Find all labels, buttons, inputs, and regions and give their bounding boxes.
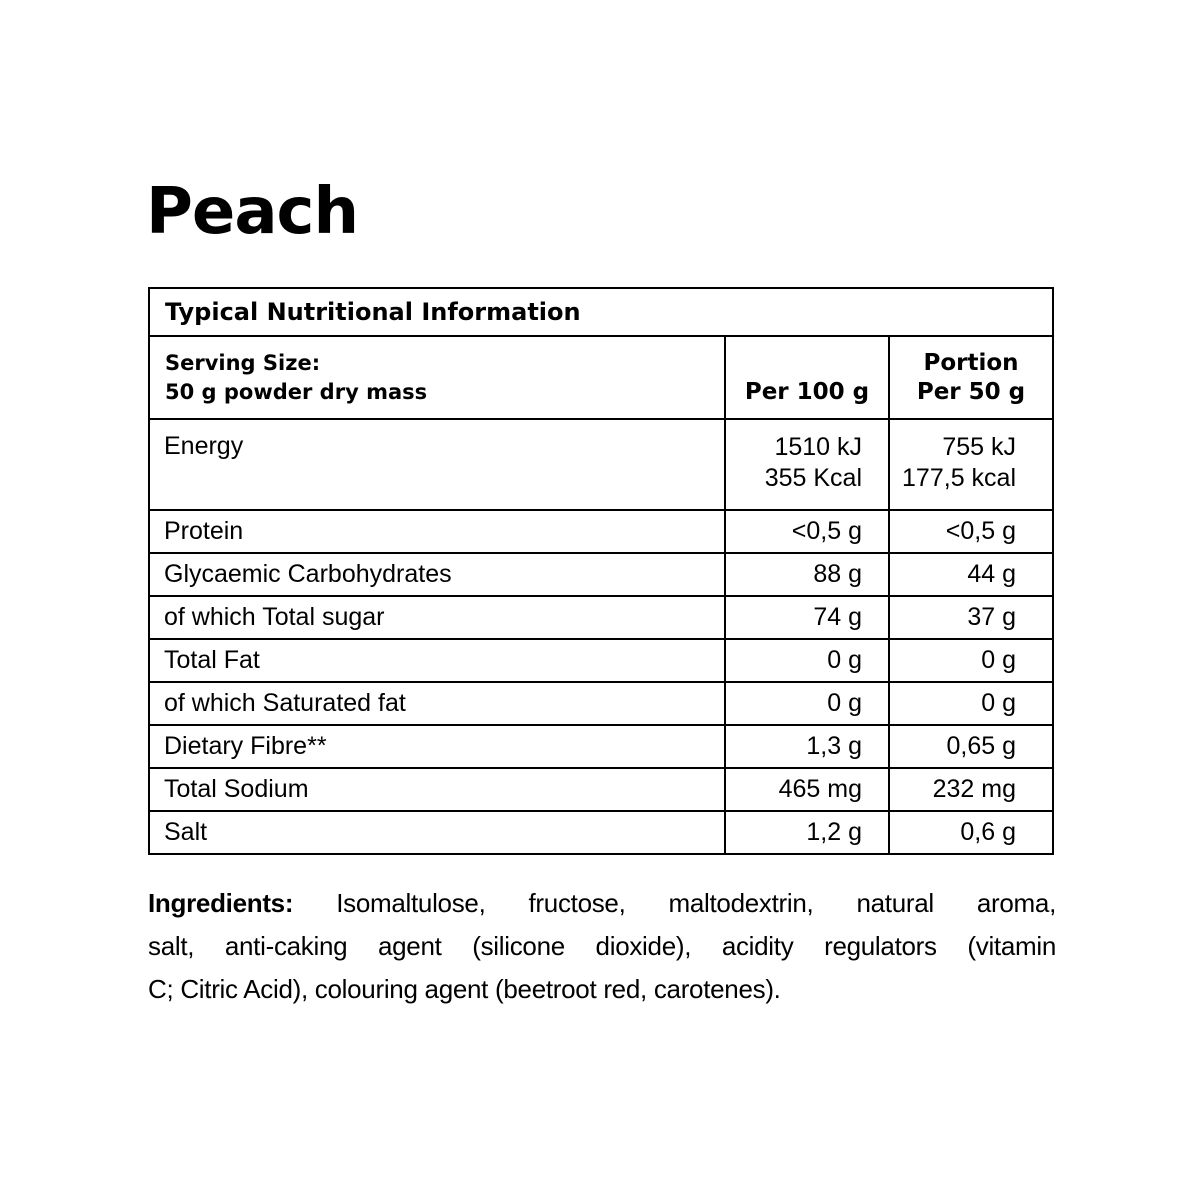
value-per-50g: 37 g xyxy=(888,597,1052,638)
ingredients-line-2: salt, anti-caking agent (silicone dioxid… xyxy=(148,931,1056,961)
nutrition-table: Typical Nutritional Information Serving … xyxy=(148,287,1054,855)
value-per-50g: 0 g xyxy=(888,640,1052,681)
value-per-100g: 0 g xyxy=(724,640,888,681)
row-label: Glycaemic Carbohydrates xyxy=(164,560,452,588)
portion-header-line1: Portion xyxy=(923,350,1019,376)
serving-size-line2: 50 g powder dry mass xyxy=(165,380,428,404)
row-label: Salt xyxy=(164,818,208,846)
table-title: Typical Nutritional Information xyxy=(150,289,1052,337)
portion-header-line2: Per 50 g xyxy=(916,379,1026,405)
value-per-100g: 88 g xyxy=(724,554,888,595)
value-per-100g: 74 g xyxy=(724,597,888,638)
value-per-50g: 44 g xyxy=(888,554,1052,595)
value-per-100g: 1510 kJ 355 Kcal xyxy=(724,420,888,509)
value-per-50g: <0,5 g xyxy=(888,511,1052,552)
row-label: of which Total sugar xyxy=(164,603,385,631)
table-row-energy: Energy 1510 kJ 355 Kcal 755 kJ 177,5 kca… xyxy=(150,420,1052,511)
serving-size-line1: Serving Size: xyxy=(165,351,321,375)
serving-size-header: Serving Size: 50 g powder dry mass xyxy=(150,337,724,418)
column-header-per-100g: Per 100 g xyxy=(724,337,888,418)
value-per-50g: 232 mg xyxy=(888,769,1052,810)
row-label: of which Saturated fat xyxy=(164,689,406,717)
table-row: of which Total sugar 74 g 37 g xyxy=(150,597,1052,640)
column-header-portion: Portion Per 50 g xyxy=(888,337,1052,418)
value-per-50g: 0,65 g xyxy=(888,726,1052,767)
table-row: Protein <0,5 g <0,5 g xyxy=(150,511,1052,554)
value-per-100g: 1,3 g xyxy=(724,726,888,767)
table-row: Total Fat 0 g 0 g xyxy=(150,640,1052,683)
ingredients-label: Ingredients: xyxy=(148,888,294,918)
value-per-50g: 0 g xyxy=(888,683,1052,724)
table-row: of which Saturated fat 0 g 0 g xyxy=(150,683,1052,726)
table-row: Dietary Fibre** 1,3 g 0,65 g xyxy=(150,726,1052,769)
ingredients-paragraph: Ingredients: Isomaltulose, fructose, mal… xyxy=(148,882,1056,1011)
table-row: Glycaemic Carbohydrates 88 g 44 g xyxy=(150,554,1052,597)
page-title: Peach xyxy=(146,175,359,249)
value-per-100g: 465 mg xyxy=(724,769,888,810)
value-per-50g: 0,6 g xyxy=(888,812,1052,853)
row-label: Protein xyxy=(164,517,244,545)
ingredients-line-1: Ingredients: Isomaltulose, fructose, mal… xyxy=(148,882,1056,925)
row-label: Total Fat xyxy=(164,646,260,674)
row-label: Energy xyxy=(164,432,244,460)
table-row: Salt 1,2 g 0,6 g xyxy=(150,812,1052,853)
row-label: Dietary Fibre** xyxy=(164,732,327,760)
table-header-row: Serving Size: 50 g powder dry mass Per 1… xyxy=(150,337,1052,420)
energy-kcal-per-50g: 177,5 kcal xyxy=(902,464,1016,492)
value-per-50g: 755 kJ 177,5 kcal xyxy=(888,420,1052,509)
energy-kcal-per-100g: 355 Kcal xyxy=(764,464,862,492)
ingredients-line-3: C; Citric Acid), colouring agent (beetro… xyxy=(148,974,781,1004)
ingredients-line-1-text: Isomaltulose, fructose, maltodextrin, na… xyxy=(293,888,1056,918)
energy-kj-per-50g: 755 kJ xyxy=(942,433,1016,461)
energy-kj-per-100g: 1510 kJ xyxy=(774,433,862,461)
value-per-100g: <0,5 g xyxy=(724,511,888,552)
value-per-100g: 1,2 g xyxy=(724,812,888,853)
row-label: Total Sodium xyxy=(164,775,309,803)
value-per-100g: 0 g xyxy=(724,683,888,724)
table-row: Total Sodium 465 mg 232 mg xyxy=(150,769,1052,812)
